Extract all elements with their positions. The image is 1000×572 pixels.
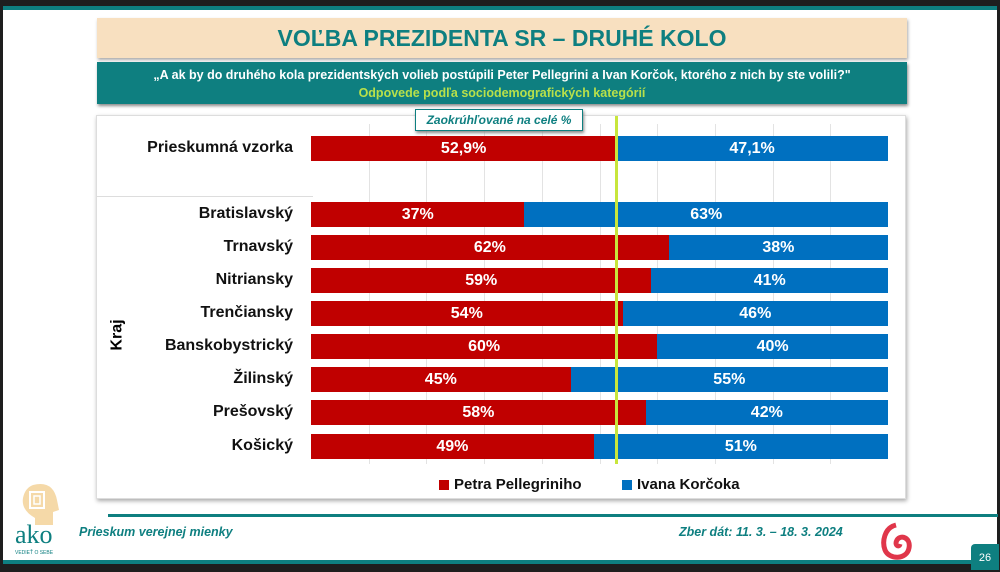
legend-swatch — [622, 479, 632, 490]
category-label: Nitriansky — [215, 271, 293, 288]
collection-date: Zber dát: 11. 3. – 18. 3. 2024 — [679, 525, 843, 539]
bar-pellegrini: 54% — [311, 301, 623, 326]
bar-pellegrini: 58% — [311, 400, 646, 425]
bar-korcok: 63% — [524, 202, 888, 227]
spiral-logo-icon — [881, 522, 912, 560]
chart-area: Kraj Petra Pellegriniho Ivana Korčoka Pr… — [96, 115, 906, 499]
rounding-note: Zaokrúhľované na celé % — [415, 109, 583, 131]
legend-label: Petra Pellegriniho — [454, 476, 582, 493]
category-label: Banskobystrický — [164, 337, 293, 354]
category-label: Prešovský — [212, 403, 293, 420]
page-number: 26 — [971, 544, 999, 570]
bar-korcok: 41% — [651, 268, 888, 293]
logo-text: ako — [15, 520, 53, 549]
gridline — [484, 124, 486, 464]
gridline — [830, 124, 832, 464]
bar-korcok: 55% — [570, 367, 888, 392]
legend-label: Ivana Korčoka — [637, 476, 740, 493]
gridline — [714, 124, 716, 464]
gridline — [599, 124, 601, 464]
category-label: Prieskumná vzorka — [147, 139, 293, 156]
category-label: Košický — [231, 437, 293, 454]
category-label: Bratislavský — [198, 205, 293, 222]
bar-korcok: 42% — [645, 400, 888, 425]
survey-label: Prieskum verejnej mienky — [79, 525, 233, 539]
gridline — [541, 124, 543, 464]
legend-item-korcok: Ivana Korčoka — [622, 476, 740, 493]
bar-korcok: 38% — [668, 235, 888, 260]
category-label: Trenčiansky — [200, 304, 294, 321]
bar-korcok: 40% — [657, 334, 888, 359]
legend-swatch — [439, 479, 449, 490]
gridline — [426, 124, 428, 464]
bar-pellegrini: 59% — [311, 268, 652, 293]
bar-korcok: 46% — [622, 301, 888, 326]
separator — [97, 196, 313, 197]
subtitle: Odpovede podľa sociodemografických kateg… — [358, 86, 646, 100]
bar-pellegrini: 45% — [311, 367, 571, 392]
bar-pellegrini: 62% — [311, 235, 669, 260]
category-label: Žilinský — [233, 370, 293, 387]
gridline — [657, 124, 659, 464]
gridline — [772, 124, 774, 464]
category-label: Trnavský — [223, 238, 293, 255]
bar-pellegrini: 49% — [311, 434, 594, 459]
bar-pellegrini: 37% — [311, 202, 525, 227]
question-text: „A ak by do druhého kola prezidentských … — [153, 68, 851, 82]
logo-tagline: VEDIEŤ O SEBE — [15, 550, 54, 556]
slide: VOĽBA PREZIDENTA SR – DRUHÉ KOLO „A ak b… — [3, 6, 999, 570]
bar-pellegrini: 52,9% — [311, 136, 617, 161]
bar-korcok: 47,1% — [616, 136, 888, 161]
page-title: VOĽBA PREZIDENTA SR – DRUHÉ KOLO — [97, 18, 907, 58]
bar-pellegrini: 60% — [311, 334, 658, 359]
ako-logo-icon — [22, 484, 59, 525]
reference-line — [615, 116, 619, 464]
bar-korcok: 51% — [593, 434, 888, 459]
footer-divider — [108, 514, 998, 517]
legend-item-pellegrini: Petra Pellegriniho — [439, 476, 582, 493]
gridline — [368, 124, 370, 464]
question-box: „A ak by do druhého kola prezidentských … — [97, 62, 907, 104]
